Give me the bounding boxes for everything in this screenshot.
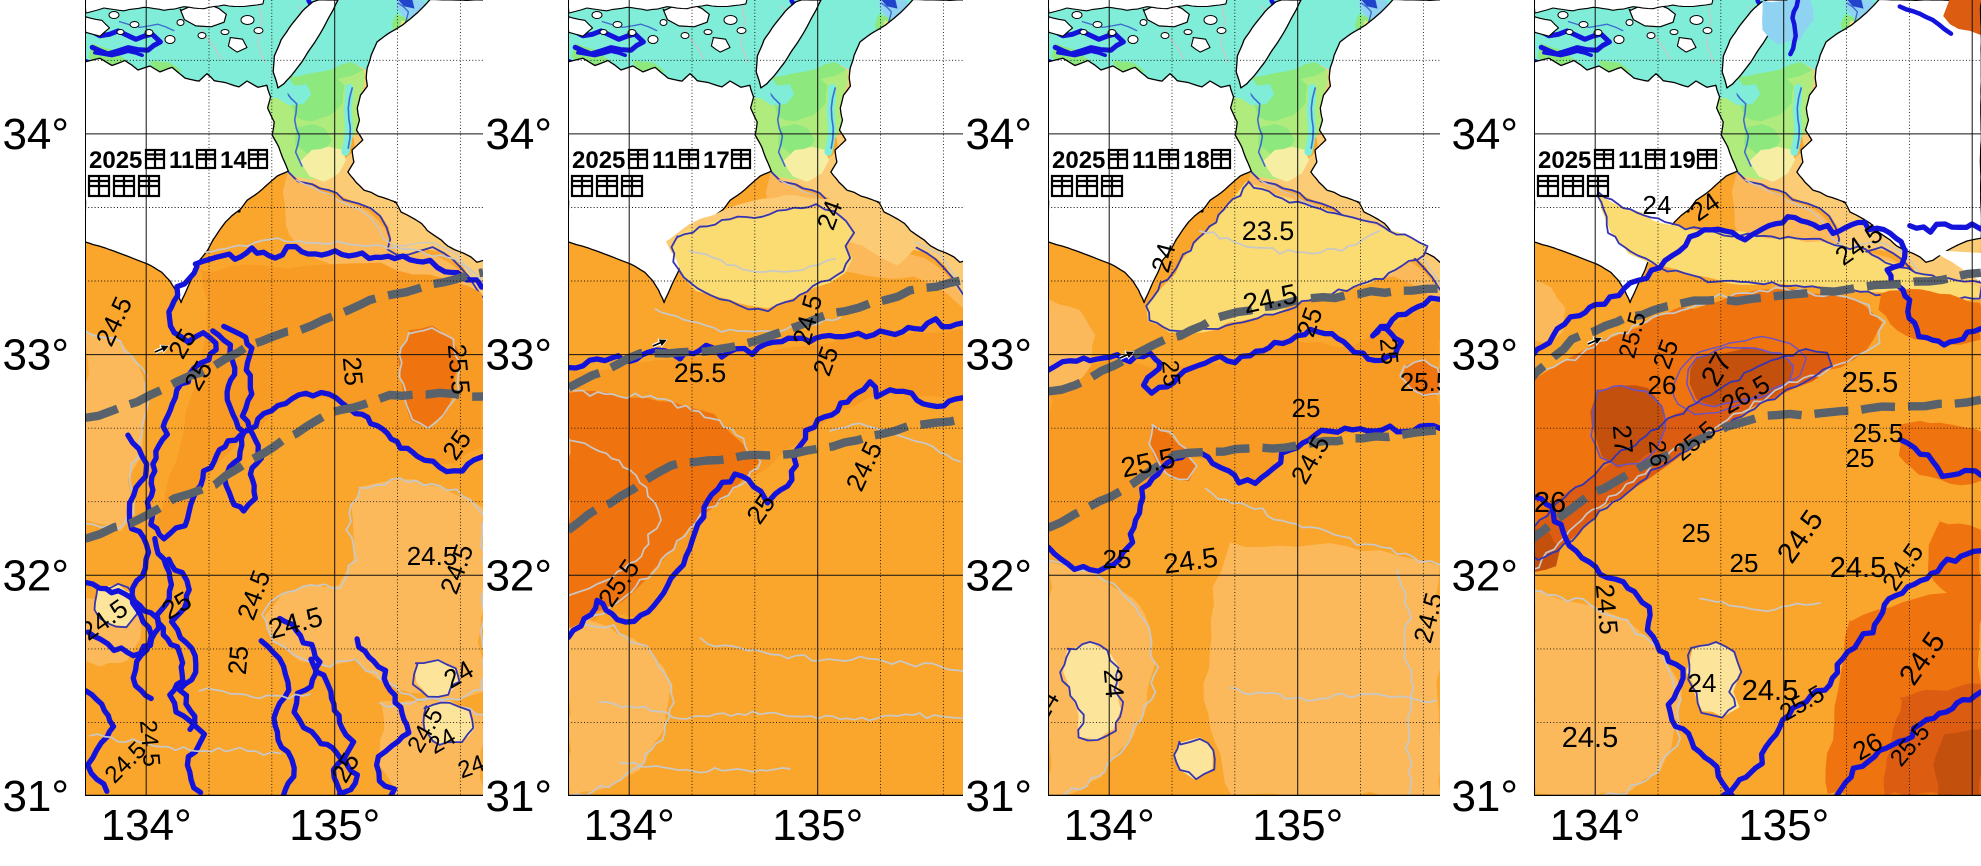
svg-text:24.5: 24.5 <box>1830 552 1886 584</box>
svg-text:134°: 134° <box>584 801 675 850</box>
svg-text:32°: 32° <box>1451 551 1518 600</box>
svg-text:19: 19 <box>1669 147 1696 174</box>
svg-text:34°: 34° <box>965 110 1032 159</box>
svg-text:11: 11 <box>1618 147 1643 174</box>
svg-text:33°: 33° <box>1451 331 1518 380</box>
svg-text:25: 25 <box>1374 337 1403 366</box>
svg-text:31°: 31° <box>485 772 552 821</box>
svg-text:27: 27 <box>1607 424 1639 455</box>
svg-text:14: 14 <box>220 147 247 174</box>
svg-text:24.5: 24.5 <box>1162 541 1220 579</box>
svg-text:33°: 33° <box>965 331 1032 380</box>
svg-text:31°: 31° <box>2 772 69 821</box>
svg-text:25: 25 <box>1846 443 1875 473</box>
svg-text:31°: 31° <box>1451 772 1518 821</box>
svg-text:25: 25 <box>1156 359 1185 388</box>
svg-text:25.5: 25.5 <box>442 343 476 396</box>
svg-text:24: 24 <box>1688 668 1717 698</box>
svg-text:25: 25 <box>1103 544 1132 574</box>
svg-text:2025: 2025 <box>1538 147 1591 174</box>
svg-text:24.5: 24.5 <box>1742 675 1798 707</box>
svg-text:25.5: 25.5 <box>1400 367 1451 397</box>
svg-text:33°: 33° <box>485 331 552 380</box>
svg-text:25.5: 25.5 <box>674 358 727 388</box>
svg-text:134°: 134° <box>1064 801 1155 850</box>
svg-text:24.5: 24.5 <box>134 719 165 768</box>
svg-text:26: 26 <box>1648 370 1677 400</box>
svg-text:134°: 134° <box>1550 801 1641 850</box>
svg-text:25.5: 25.5 <box>1842 367 1898 399</box>
svg-text:32°: 32° <box>2 551 69 600</box>
svg-text:33°: 33° <box>2 331 69 380</box>
svg-text:24.5: 24.5 <box>1562 722 1618 754</box>
svg-text:11: 11 <box>169 147 194 174</box>
svg-text:25: 25 <box>1730 548 1759 578</box>
svg-text:135°: 135° <box>1252 801 1343 850</box>
svg-text:2025: 2025 <box>89 147 142 174</box>
svg-text:34°: 34° <box>1451 110 1518 159</box>
svg-text:11: 11 <box>652 147 677 174</box>
svg-text:25.5: 25.5 <box>1853 418 1904 448</box>
svg-text:34°: 34° <box>485 110 552 159</box>
svg-text:24: 24 <box>1098 668 1130 699</box>
svg-text:24.5: 24.5 <box>407 541 458 571</box>
svg-text:31°: 31° <box>965 772 1032 821</box>
svg-text:32°: 32° <box>485 551 552 600</box>
svg-text:18: 18 <box>1183 147 1210 174</box>
svg-text:26: 26 <box>1534 487 1566 519</box>
svg-text:134°: 134° <box>101 801 192 850</box>
svg-text:25: 25 <box>337 356 369 387</box>
svg-text:2025: 2025 <box>1052 147 1105 174</box>
svg-text:25: 25 <box>1292 393 1321 423</box>
svg-text:2025: 2025 <box>572 147 625 174</box>
svg-text:26: 26 <box>1643 439 1672 468</box>
svg-text:135°: 135° <box>1738 801 1829 850</box>
svg-text:25: 25 <box>222 645 254 676</box>
svg-text:135°: 135° <box>289 801 380 850</box>
svg-text:135°: 135° <box>772 801 863 850</box>
svg-text:23.5: 23.5 <box>1242 216 1295 246</box>
svg-text:24: 24 <box>1643 190 1672 220</box>
svg-text:17: 17 <box>703 147 730 174</box>
svg-text:11: 11 <box>1132 147 1157 174</box>
svg-text:25: 25 <box>1682 518 1711 548</box>
svg-text:34°: 34° <box>2 110 69 159</box>
svg-text:32°: 32° <box>965 551 1032 600</box>
